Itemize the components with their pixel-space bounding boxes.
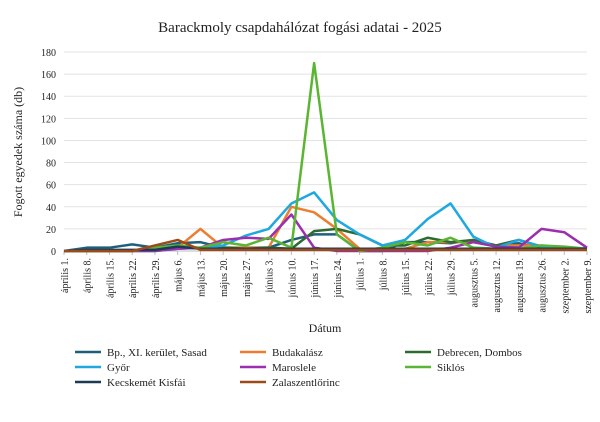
legend-label: Debrecen, Dombos [437, 347, 522, 359]
x-tick-label: augusztus 26. [538, 258, 549, 312]
x-axis-label: Dátum [309, 321, 342, 335]
x-tick-label: május 20. [219, 258, 230, 297]
y-axis-label: Fogott egyedek száma (db) [11, 87, 25, 217]
x-tick-label: szeptember 2. [560, 258, 571, 314]
y-tick-label: 20 [46, 225, 56, 236]
x-tick-label: július 15. [401, 258, 412, 296]
x-tick-label: június 17. [310, 258, 321, 298]
y-tick-label: 100 [41, 136, 56, 147]
legend-label: Siklós [437, 362, 465, 374]
x-tick-label: július 22. [424, 258, 435, 296]
x-tick-label: április 1. [60, 258, 71, 293]
y-tick-label: 180 [41, 48, 56, 59]
x-tick-label: augusztus 12. [492, 258, 503, 312]
x-tick-label: július 29. [447, 258, 458, 296]
legend-label: Zalaszentlőrinc [272, 377, 340, 389]
x-tick-label: május 27. [242, 258, 253, 297]
x-tick-label: május 6. [174, 258, 185, 292]
chart-title: Barackmoly csapdahálózat fogási adatai -… [158, 20, 442, 36]
x-tick-label: június 24. [333, 258, 344, 298]
x-tick-label: szeptember 9. [583, 258, 594, 314]
y-tick-label: 80 [46, 159, 56, 170]
x-tick-label: június 3. [265, 258, 276, 293]
y-tick-label: 140 [41, 92, 56, 103]
x-tick-label: augusztus 5. [469, 258, 480, 307]
x-tick-label: április 22. [128, 258, 139, 298]
y-tick-label: 40 [46, 203, 56, 214]
series-line-7 [64, 238, 587, 253]
x-tick-label: május 13. [196, 258, 207, 297]
y-tick-label: 60 [46, 181, 56, 192]
legend-label: Maroslele [272, 362, 316, 374]
x-tick-label: július 1. [356, 258, 367, 291]
x-tick-label: június 10. [287, 258, 298, 298]
y-tick-label: 120 [41, 114, 56, 125]
legend-label: Kecskemét Kisfái [107, 377, 186, 389]
x-tick-label: augusztus 19. [515, 258, 526, 312]
y-tick-label: 160 [41, 70, 56, 81]
x-tick-label: április 29. [151, 258, 162, 298]
x-tick-label: április 8. [83, 258, 94, 293]
legend-label: Budakalász [272, 347, 323, 359]
legend-label: Győr [107, 362, 130, 374]
legend-label: Bp., XI. kerület, Sasad [107, 347, 207, 359]
x-tick-label: július 8. [378, 258, 389, 291]
y-tick-label: 0 [51, 247, 56, 258]
x-tick-label: április 15. [105, 258, 116, 298]
series-line-5 [64, 61, 588, 253]
